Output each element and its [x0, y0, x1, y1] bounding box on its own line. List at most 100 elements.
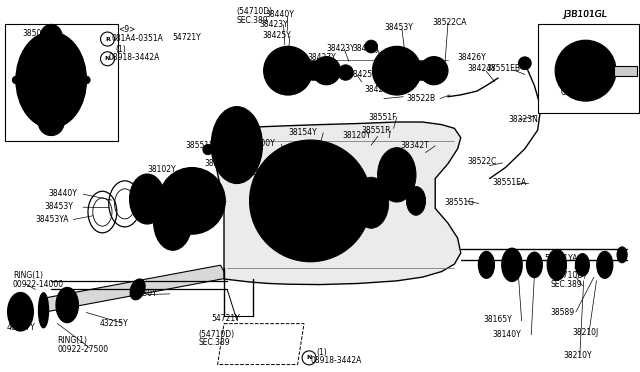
- Text: 40227Y: 40227Y: [6, 323, 35, 332]
- Text: 38551EA: 38551EA: [493, 178, 527, 187]
- Text: 38522CA: 38522CA: [432, 18, 467, 27]
- Ellipse shape: [378, 148, 416, 202]
- Circle shape: [12, 76, 20, 84]
- Ellipse shape: [275, 190, 301, 227]
- Circle shape: [312, 57, 340, 85]
- Ellipse shape: [28, 64, 49, 92]
- Circle shape: [170, 179, 214, 223]
- Circle shape: [282, 172, 339, 230]
- Text: 38522C: 38522C: [467, 157, 497, 166]
- Circle shape: [274, 57, 302, 85]
- Text: 38510A: 38510A: [253, 169, 282, 177]
- Circle shape: [372, 46, 421, 95]
- Circle shape: [65, 94, 73, 102]
- Text: (54710D): (54710D): [237, 7, 273, 16]
- Ellipse shape: [526, 252, 543, 278]
- Ellipse shape: [160, 202, 186, 241]
- Text: 00922-27500: 00922-27500: [58, 345, 109, 354]
- Circle shape: [365, 40, 378, 53]
- Ellipse shape: [566, 51, 605, 90]
- Text: 38551EB: 38551EB: [486, 64, 520, 73]
- Circle shape: [182, 191, 202, 211]
- Text: 38323N: 38323N: [509, 115, 539, 124]
- Text: N: N: [307, 355, 312, 360]
- Text: 08918-3442A: 08918-3442A: [109, 53, 160, 62]
- Ellipse shape: [38, 110, 64, 135]
- Text: 38522B: 38522B: [406, 94, 436, 103]
- Ellipse shape: [56, 288, 79, 323]
- Circle shape: [30, 94, 38, 102]
- Ellipse shape: [219, 119, 255, 171]
- Text: 38230Y: 38230Y: [128, 289, 157, 298]
- Text: 38510: 38510: [256, 193, 280, 202]
- Ellipse shape: [304, 160, 362, 246]
- Ellipse shape: [596, 251, 613, 278]
- Circle shape: [83, 76, 90, 84]
- Text: 38342T: 38342T: [400, 141, 429, 150]
- Circle shape: [203, 144, 213, 155]
- Ellipse shape: [130, 174, 165, 224]
- Text: 38551R: 38551R: [362, 126, 391, 135]
- Circle shape: [319, 63, 334, 78]
- Ellipse shape: [38, 293, 49, 328]
- Text: 08918-3442A: 08918-3442A: [310, 356, 362, 365]
- Circle shape: [159, 168, 225, 234]
- Text: SEC.389: SEC.389: [237, 16, 268, 25]
- Text: RING(1): RING(1): [58, 336, 88, 345]
- Text: 38440Y: 38440Y: [266, 10, 294, 19]
- Ellipse shape: [268, 158, 296, 199]
- Text: 38589: 38589: [550, 308, 575, 317]
- Text: 38551G: 38551G: [445, 198, 475, 207]
- Text: 38426Y: 38426Y: [365, 85, 394, 94]
- Ellipse shape: [130, 279, 145, 300]
- Text: 38421Y: 38421Y: [182, 208, 211, 217]
- Text: 38551R: 38551R: [205, 159, 234, 168]
- Text: 38102Y: 38102Y: [147, 165, 176, 174]
- Text: N: N: [105, 56, 110, 61]
- Ellipse shape: [547, 250, 566, 280]
- Text: 38551P: 38551P: [186, 141, 214, 150]
- Text: 43215Y: 43215Y: [99, 319, 128, 328]
- Ellipse shape: [211, 107, 262, 183]
- Circle shape: [338, 65, 353, 80]
- Text: SEC.389: SEC.389: [198, 338, 230, 347]
- Ellipse shape: [61, 296, 73, 314]
- Text: 54721Y: 54721Y: [211, 314, 240, 323]
- Circle shape: [29, 58, 37, 66]
- Ellipse shape: [46, 62, 76, 101]
- Text: 38551F: 38551F: [368, 113, 397, 122]
- Text: (54710D): (54710D): [550, 271, 586, 280]
- Text: 38440Y: 38440Y: [48, 189, 77, 198]
- Ellipse shape: [502, 248, 522, 282]
- Text: 54721Y: 54721Y: [173, 33, 202, 42]
- Polygon shape: [41, 265, 228, 311]
- Text: 54721YA: 54721YA: [544, 254, 577, 263]
- Ellipse shape: [154, 193, 192, 250]
- Ellipse shape: [353, 177, 389, 228]
- Circle shape: [426, 63, 442, 78]
- Ellipse shape: [304, 141, 336, 186]
- Text: 38423Y: 38423Y: [326, 44, 355, 53]
- Text: 38425Y: 38425Y: [349, 70, 378, 79]
- Text: C8520M: C8520M: [561, 88, 592, 97]
- Ellipse shape: [8, 292, 33, 331]
- Text: 38425Y: 38425Y: [262, 31, 291, 40]
- Text: R: R: [105, 36, 110, 42]
- Ellipse shape: [479, 251, 495, 278]
- Ellipse shape: [506, 255, 518, 275]
- Bar: [614, 66, 637, 76]
- Text: 38165Y: 38165Y: [483, 315, 512, 324]
- Text: (1): (1): [115, 45, 126, 54]
- Ellipse shape: [41, 302, 46, 319]
- Text: 38100Y: 38100Y: [246, 139, 275, 148]
- Text: (1): (1): [317, 348, 328, 357]
- Text: 38210Y: 38210Y: [563, 351, 592, 360]
- Bar: [538, 24, 639, 113]
- Ellipse shape: [40, 25, 63, 50]
- Text: 38140Y: 38140Y: [493, 330, 522, 339]
- Text: 38427J: 38427J: [352, 44, 378, 53]
- Ellipse shape: [600, 257, 609, 272]
- Text: 38210J: 38210J: [573, 328, 599, 337]
- Text: J3B101GL: J3B101GL: [563, 10, 607, 19]
- Circle shape: [304, 61, 323, 80]
